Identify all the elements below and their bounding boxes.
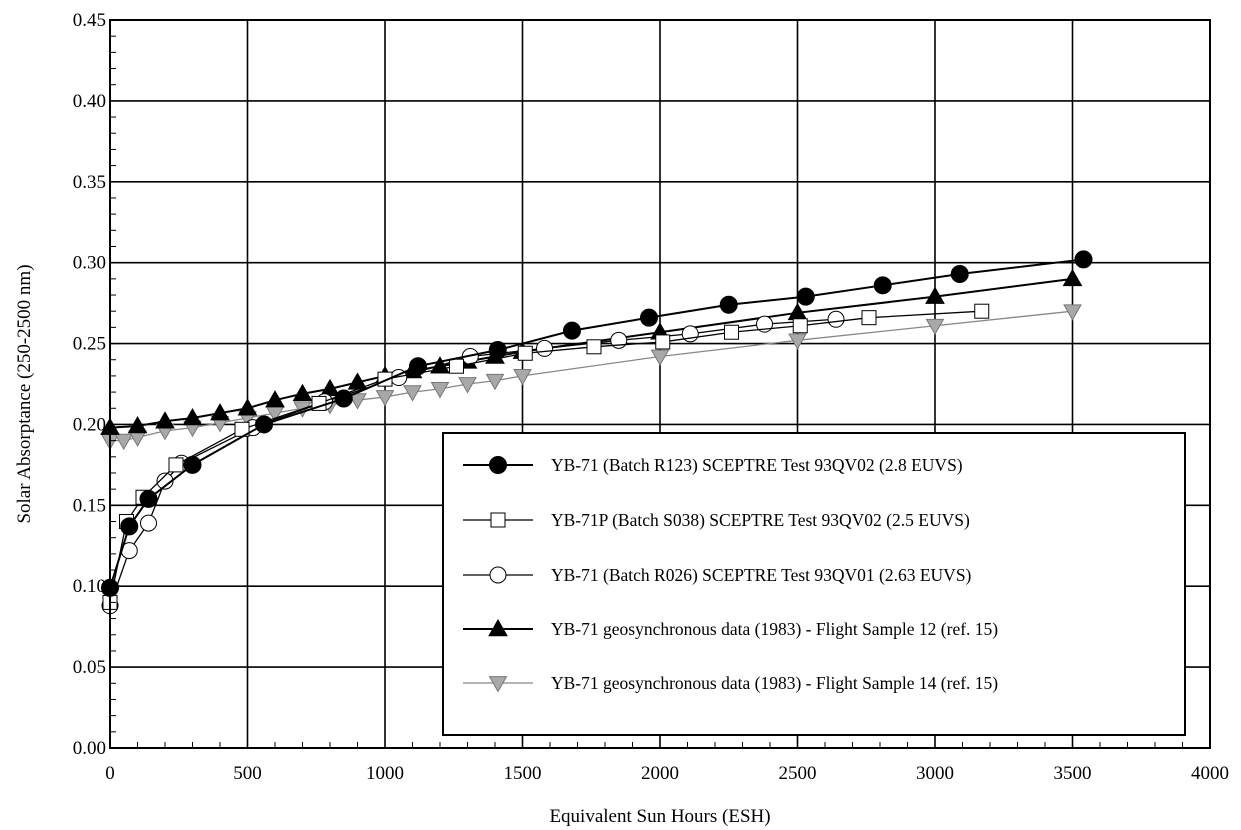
x-tick-label: 500 [233,763,262,784]
data-point-marker [155,411,175,429]
data-point-marker [430,381,450,399]
legend-box [442,432,1186,736]
data-point-marker [563,321,581,340]
data-point-marker [182,407,203,426]
y-tick-label: 0.10 [73,576,106,597]
data-point-marker [1074,250,1093,269]
data-point-marker [861,310,877,326]
data-point-marker [950,264,969,283]
legend: YB-71 (Batch R123) SCEPTRE Test 93QV02 (… [442,432,1186,736]
data-point-marker [655,334,671,350]
y-tick-label: 0.40 [73,91,106,112]
x-tick-label: 2000 [641,763,679,784]
data-point-marker [183,455,202,474]
tick-marks [109,19,1211,749]
data-point-marker [237,398,258,416]
data-point-marker [140,514,157,532]
legend-label: YB-71 (Batch R123) SCEPTRE Test 93QV02 (… [551,455,963,475]
data-point-marker [488,618,508,637]
data-point-marker [489,456,507,474]
data-point-marker [265,390,285,408]
data-point-marker [348,393,367,410]
data-point-marker [827,310,845,328]
data-point-marker [375,390,395,407]
x-tick-label: 2500 [779,763,817,784]
y-tick-label: 0.25 [73,334,106,355]
data-point-marker [489,566,507,584]
data-point-marker [409,357,427,376]
data-point-marker [114,433,134,451]
legend-item: YB-71 (Batch R123) SCEPTRE Test 93QV02 (… [463,455,963,475]
data-point-marker [488,676,508,693]
data-point-marker [925,318,945,336]
legend-item: YB-71P (Batch S038) SCEPTRE Test 93QV02 … [463,510,970,530]
y-tick-label: 0.30 [73,253,106,274]
x-tick-label: 3000 [916,763,954,784]
data-point-marker [586,339,602,355]
data-point-marker [139,489,158,508]
data-point-marker [490,512,506,528]
legend-item: YB-71 (Batch R026) SCEPTRE Test 93QV01 (… [463,565,972,585]
data-point-marker [517,345,533,361]
data-point-marker [1062,268,1083,287]
data-point-marker [449,358,464,374]
y-tick-label: 0.35 [73,172,106,193]
data-point-marker [1063,304,1082,321]
data-point-marker [120,517,139,536]
data-point-marker [925,286,945,304]
x-tick-label: 3500 [1054,763,1092,784]
x-tick-label: 1500 [504,763,542,784]
data-point-marker [640,308,658,327]
x-tick-labels: 0 500 1000 1500 2000 2500 3000 3500 4000 [105,763,1229,784]
data-point-marker [210,403,230,421]
legend-label: YB-71 (Batch R026) SCEPTRE Test 93QV01 (… [551,565,972,585]
x-tick-label: 0 [105,763,115,784]
data-point-marker [255,415,273,434]
data-point-marker [168,457,184,473]
data-point-marker [719,295,738,314]
data-point-marker [873,276,892,295]
data-point-marker [650,349,670,367]
x-axis-label: Equivalent Sun Hours (ESH) [549,806,770,827]
data-point-marker [292,383,313,401]
y-axis-label: Solar Absorptance (250-2500 nm) [14,264,35,523]
series-group [100,250,1093,615]
legend-label: YB-71 geosynchronous data (1983) - Fligh… [551,673,998,693]
y-tick-label: 0.05 [73,657,106,678]
x-tick-label: 4000 [1191,763,1229,784]
data-point-marker [334,389,353,408]
y-tick-label: 0.20 [73,414,106,435]
data-point-marker [488,341,507,360]
y-tick-label: 0.45 [73,10,106,31]
x-tick-label: 1000 [366,763,404,784]
y-tick-label: 0.15 [73,495,106,516]
data-point-marker [796,287,815,306]
legend-label: YB-71P (Batch S038) SCEPTRE Test 93QV02 … [551,510,970,530]
data-point-marker [536,339,553,357]
data-point-marker [724,324,739,340]
data-point-marker [788,333,807,350]
legend-item: YB-71 geosynchronous data (1983) - Fligh… [463,618,998,639]
y-tick-labels: 0.00 0.05 0.10 0.15 0.20 0.25 0.30 0.35 0.40 0.45 [73,10,106,759]
series-1 [101,250,1093,597]
data-point-marker [974,303,990,319]
data-point-marker [458,377,477,394]
data-point-marker [403,385,422,402]
data-point-marker [513,369,532,386]
legend-item: YB-71 geosynchronous data (1983) - Fligh… [463,673,998,693]
y-tick-label: 0.00 [73,738,106,759]
data-point-marker [792,318,808,334]
data-point-marker [485,373,505,391]
legend-label: YB-71 geosynchronous data (1983) - Fligh… [551,619,998,639]
data-point-marker [127,416,148,434]
